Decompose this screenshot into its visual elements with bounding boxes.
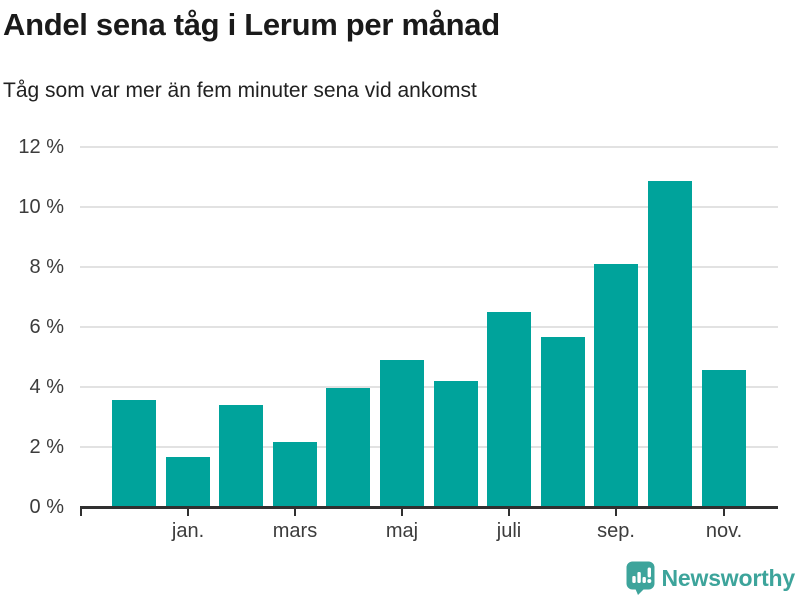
bar-juli bbox=[487, 312, 531, 507]
y-axis-label: 2 % bbox=[29, 436, 64, 458]
y-gridline bbox=[80, 146, 778, 148]
chart-subtitle: Tåg som var mer än fem minuter sena vid … bbox=[3, 79, 477, 102]
x-axis-start-tick bbox=[80, 508, 82, 516]
bar-april bbox=[326, 388, 370, 507]
x-axis-tick bbox=[723, 508, 725, 516]
bar-mars bbox=[273, 442, 317, 507]
bar-nov bbox=[702, 370, 746, 507]
bar-feb bbox=[219, 405, 263, 507]
y-axis-label: 8 % bbox=[29, 256, 64, 278]
y-gridline bbox=[80, 446, 778, 448]
y-axis-label: 0 % bbox=[29, 496, 64, 518]
bar-maj bbox=[380, 360, 424, 507]
y-axis-label: 12 % bbox=[18, 136, 64, 158]
bar-sep bbox=[594, 264, 638, 507]
newsworthy-logo-icon bbox=[626, 561, 655, 595]
x-axis-line bbox=[80, 506, 778, 509]
x-axis-tick bbox=[615, 508, 617, 516]
x-axis-label: mars bbox=[272, 520, 318, 542]
x-axis-tick bbox=[401, 508, 403, 516]
x-axis-tick bbox=[187, 508, 189, 516]
brand-footer: Newsworthy bbox=[626, 561, 795, 595]
bar-dec bbox=[112, 400, 156, 507]
x-axis-label: jan. bbox=[171, 520, 205, 542]
x-axis-label: maj bbox=[385, 520, 419, 542]
y-axis-label: 4 % bbox=[29, 376, 64, 398]
bar-juni bbox=[434, 381, 478, 507]
bar-jan bbox=[166, 457, 210, 507]
bar-okt bbox=[648, 181, 692, 507]
chart-title: Andel sena tåg i Lerum per månad bbox=[3, 7, 500, 42]
x-axis-label: nov. bbox=[705, 520, 743, 542]
x-axis-label: sep. bbox=[597, 520, 635, 542]
x-axis-tick bbox=[508, 508, 510, 516]
y-axis-label: 10 % bbox=[18, 196, 64, 218]
y-gridline bbox=[80, 266, 778, 268]
x-axis-label: juli bbox=[496, 520, 522, 542]
brand-name: Newsworthy bbox=[661, 564, 796, 591]
x-axis-tick bbox=[294, 508, 296, 516]
bar-aug bbox=[541, 337, 585, 507]
y-axis-label: 6 % bbox=[29, 316, 64, 338]
y-gridline bbox=[80, 206, 778, 208]
y-gridline bbox=[80, 326, 778, 328]
y-gridline bbox=[80, 386, 778, 388]
